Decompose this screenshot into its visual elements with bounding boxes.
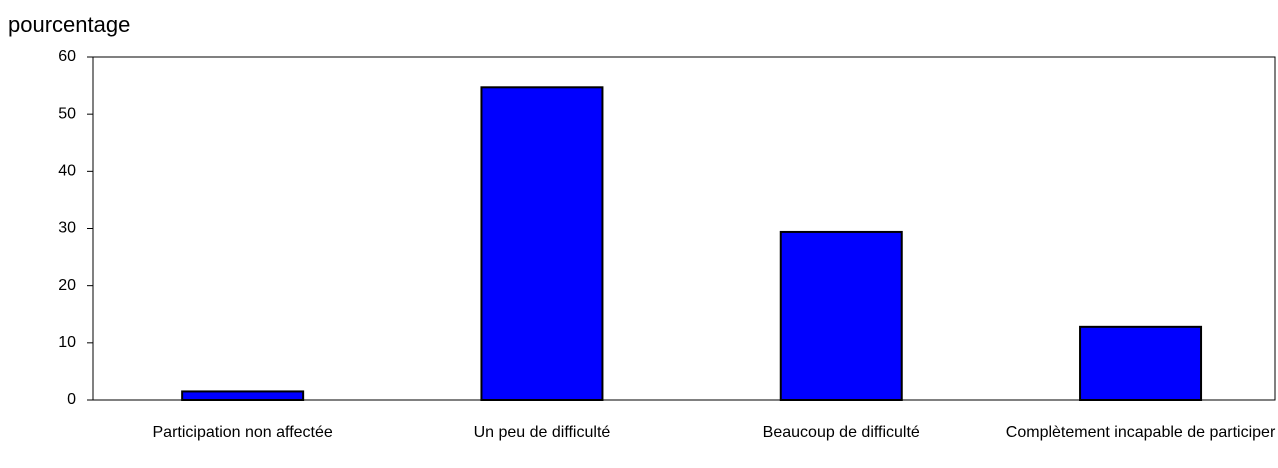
y-tick-label: 30 [58,220,76,237]
y-tick-label: 40 [58,163,76,180]
y-tick-label: 20 [58,277,76,294]
x-tick-label: Un peu de difficulté [473,424,611,441]
bar [779,230,903,401]
y-tick-label: 60 [58,48,76,65]
y-tick-label: 0 [67,391,76,408]
bar [1079,325,1203,401]
x-tick-label: Beaucoup de difficulté [762,424,920,441]
y-axis-label: pourcentage [8,12,130,37]
y-tick-label: 10 [58,334,76,351]
bar [181,390,305,401]
bar [480,86,604,401]
x-tick-label: Complètement incapable de participer [1005,424,1276,441]
y-tick-label: 50 [58,105,76,122]
x-tick-label: Participation non affectée [152,424,333,441]
